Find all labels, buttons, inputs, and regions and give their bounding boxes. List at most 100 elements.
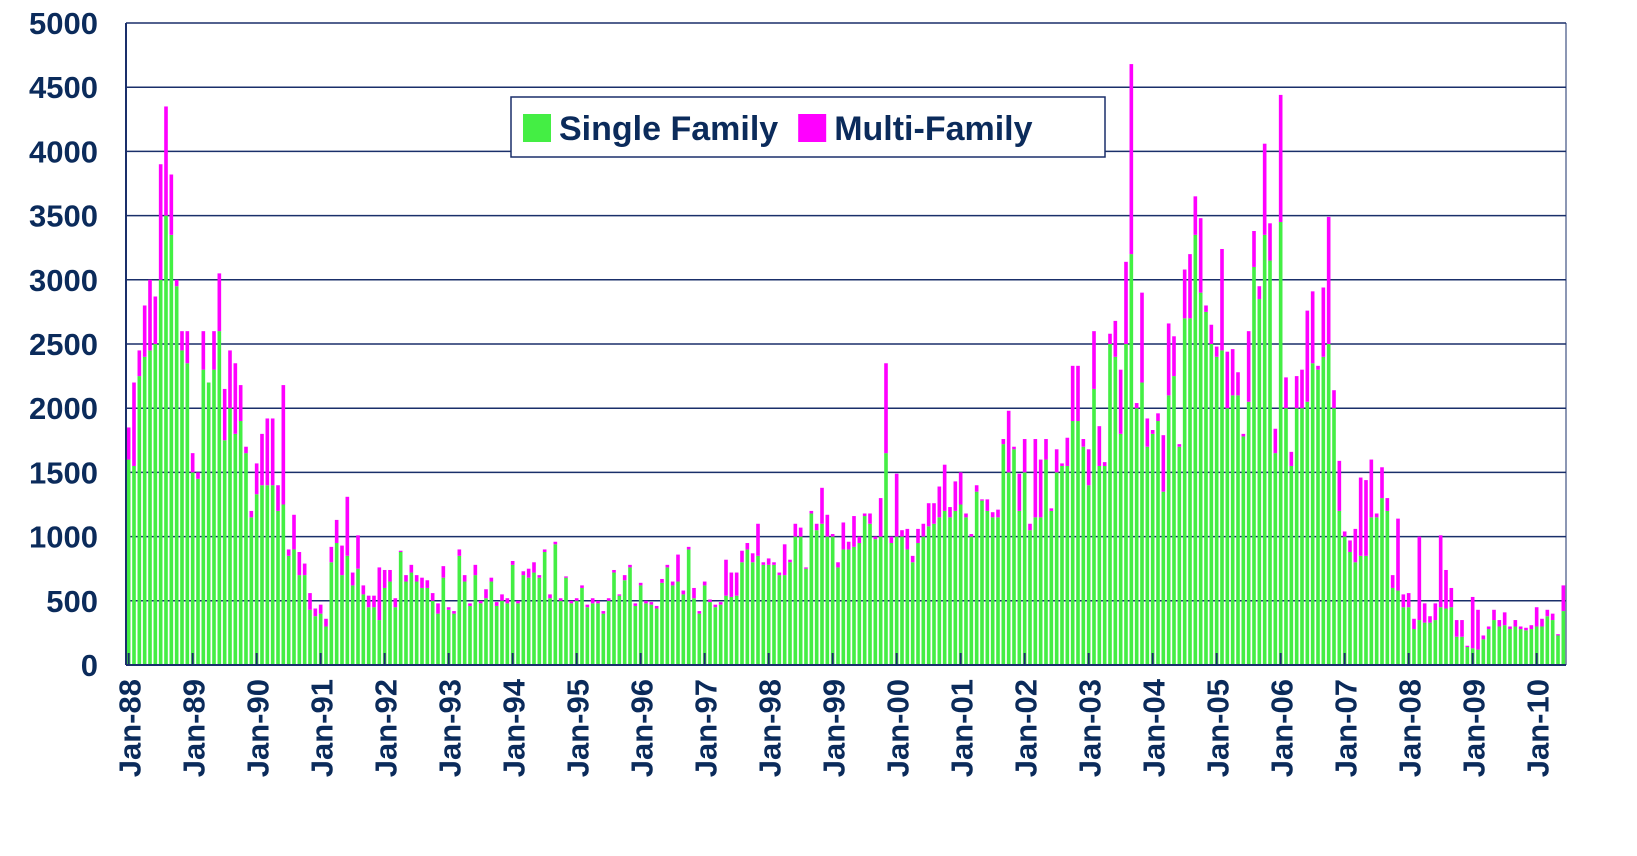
y-tick-label: 2500 [29, 327, 98, 362]
bar-segment [686, 549, 691, 665]
bar-segment [217, 273, 222, 332]
bar-segment [249, 517, 254, 665]
bar-segment [350, 572, 355, 586]
bar-segment [1460, 636, 1464, 665]
bar-segment [1348, 540, 1352, 553]
bar-segment [372, 595, 376, 608]
bar-segment [132, 465, 136, 665]
bar-segment [569, 600, 574, 604]
bar-segment [1012, 449, 1016, 665]
bar-segment [1182, 318, 1187, 665]
bar-segment [244, 453, 248, 665]
bar-segment [206, 382, 211, 665]
bar-segment [1102, 462, 1107, 466]
bar-segment [505, 598, 510, 604]
bar-segment [1364, 555, 1368, 665]
bar-segment [574, 598, 579, 601]
bar-segment [1246, 401, 1251, 665]
bar-segment [286, 549, 291, 556]
bar-segment [372, 607, 376, 665]
x-tick-label: Jan-00 [881, 679, 916, 777]
bar-segment [1417, 536, 1422, 621]
bar-segment [1310, 291, 1315, 364]
bar-segment [409, 564, 414, 573]
bar-segment [1209, 324, 1214, 344]
bar-segment [1449, 607, 1454, 665]
bar-segment [313, 608, 318, 617]
bar-segment [494, 605, 499, 665]
bar-segment [1513, 620, 1518, 627]
bar-segment [297, 552, 302, 576]
y-tick-label: 4000 [29, 134, 98, 169]
bar-segment [1097, 426, 1102, 466]
y-tick-label: 1500 [29, 455, 98, 490]
bar-segment [164, 106, 168, 216]
bar-segment [1396, 518, 1400, 591]
bar-segment [158, 164, 163, 280]
bar-segment [196, 472, 200, 479]
bar-segment [334, 543, 339, 665]
bar-segment [1518, 629, 1523, 665]
bar-segment [964, 513, 968, 518]
bar-segment [1220, 350, 1224, 665]
bar-segment [430, 600, 435, 665]
bar-segment [969, 534, 974, 537]
bar-segment [1193, 234, 1198, 666]
bar-segment [446, 609, 451, 665]
y-tick-label: 5000 [29, 6, 98, 41]
bar-segment [766, 558, 771, 565]
bar-segment [820, 523, 824, 665]
bar-segment [356, 568, 360, 665]
bar-segment [334, 519, 339, 544]
bar-segment [868, 523, 872, 665]
bar-segment [1145, 418, 1150, 447]
bar-segment [1556, 634, 1560, 636]
bar-segment [1081, 446, 1086, 665]
bar-segment [537, 575, 542, 578]
bar-segment [670, 581, 675, 586]
bar-segment [1401, 594, 1406, 608]
bar-segment [414, 575, 419, 582]
bar-segment [702, 585, 707, 665]
bar-segment [201, 331, 206, 370]
bar-segment [1401, 607, 1406, 665]
bar-segment [526, 568, 531, 578]
bar-segment [1540, 626, 1544, 665]
bar-segment [889, 536, 894, 544]
bar-segment [1028, 523, 1032, 531]
bar-segment [1486, 626, 1491, 630]
bar-segment [852, 516, 856, 547]
bar-segment [1310, 363, 1315, 665]
bar-segment [873, 539, 878, 665]
bar-segment [804, 567, 808, 569]
bar-segment [1374, 513, 1379, 518]
bar-segment [254, 494, 259, 665]
bar-segment [660, 578, 664, 583]
bar-segment [1497, 626, 1502, 665]
bar-segment [1417, 620, 1422, 665]
bar-segment [777, 575, 782, 665]
bar-segment [990, 512, 995, 518]
bar-segment [1246, 331, 1251, 402]
bar-segment [1124, 261, 1128, 344]
bar-segment [926, 526, 931, 665]
bar-segment [910, 562, 915, 665]
bar-segment [798, 527, 803, 537]
bar-segment [1534, 607, 1539, 627]
bar-segment [1449, 587, 1454, 608]
bar-segment [1060, 465, 1064, 665]
bar-segment [868, 513, 872, 524]
bar-segment [404, 575, 408, 582]
bar-segment [761, 562, 766, 565]
y-tick-label: 2000 [29, 391, 98, 426]
bar-segment [265, 485, 270, 665]
bar-segment [414, 581, 419, 665]
x-tick-label: Jan-06 [1265, 679, 1300, 777]
bar-segment [990, 517, 995, 665]
bar-segment [1476, 609, 1480, 650]
bar-segment [1262, 143, 1267, 235]
bar-segment [1204, 305, 1208, 312]
bar-segment [1209, 344, 1214, 665]
bar-segment [932, 503, 936, 524]
bar-segment [910, 555, 915, 563]
